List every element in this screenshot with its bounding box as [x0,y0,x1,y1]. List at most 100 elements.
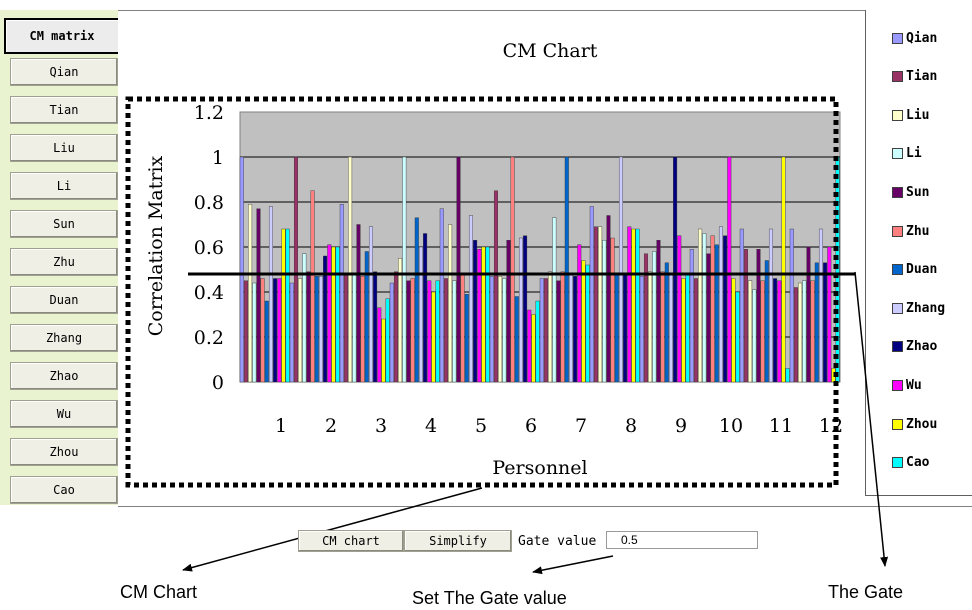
x-tick-label: 7 [575,415,587,437]
legend-label: Zhao [906,338,938,354]
sidebar-item-qian[interactable]: Qian [10,58,118,86]
bar-zhao-1 [273,278,278,383]
bar-cao-7 [585,264,590,383]
bar-qian-11 [739,228,744,383]
legend-label: Liu [906,107,930,123]
bar-duan-9 [664,262,669,383]
legend-item: Zhang [892,300,945,316]
bar-zhu-6 [510,156,515,383]
bar-li-11 [752,289,757,383]
cm-chart-arrow [182,487,483,572]
bar-zhu-3 [360,276,365,383]
gate-value-input[interactable] [606,531,758,549]
bar-tian-3 [343,273,348,383]
simplify-button[interactable]: Simplify [404,530,512,552]
y-tick-label: 0.6 [194,237,224,259]
bar-zhang-2 [318,276,323,383]
y-tick-label: 0.4 [194,282,224,304]
bar-wu-3 [377,307,382,383]
bar-duan-8 [614,273,619,383]
bar-tian-8 [593,226,598,383]
sidebar-item-zhao[interactable]: Zhao [10,362,118,390]
bar-zhu-9 [660,271,665,383]
set-gate-caption: Set The Gate value [412,588,567,608]
bar-cao-5 [485,246,490,383]
legend-label: Zhu [906,223,930,239]
bar-zhou-5 [481,246,486,383]
bar-zhou-11 [781,156,786,383]
bar-zhu-7 [560,271,565,383]
y-tick-label: 0 [212,372,224,394]
bar-liu-10 [698,228,703,383]
bar-qian-2 [289,282,294,383]
legend-item: Cao [892,454,929,470]
legend-label: Cao [906,454,930,470]
legend-label: Wu [906,377,922,393]
bar-wu-7 [577,244,582,383]
cm-chart-button[interactable]: CM chart [298,530,404,552]
x-tick-label: 4 [425,415,437,437]
bar-li-5 [452,280,457,383]
bar-li-3 [352,273,357,383]
bar-duan-3 [364,251,369,383]
bar-wu-6 [527,309,532,383]
bar-sun-12 [806,246,811,383]
sidebar-item-sun[interactable]: Sun [10,210,118,238]
bar-tian-2 [293,156,298,383]
bar-zhang-1 [268,206,273,383]
bar-duan-5 [464,294,469,383]
sidebar-item-wu[interactable]: Wu [10,400,118,428]
legend-swatch [892,302,903,314]
bar-sun-7 [556,280,561,383]
sidebar: CM matrix Qian Tian Liu Li Sun Zhu Duan … [0,10,120,505]
bar-cao-1 [285,228,290,383]
legend-swatch [892,379,903,391]
bar-li-6 [502,278,507,383]
bar-cao-10 [735,291,740,383]
cm-matrix-button[interactable]: CM matrix [4,18,120,54]
bar-duan-2 [314,276,319,383]
sidebar-item-li[interactable]: Li [10,172,118,200]
bar-sun-6 [506,240,511,383]
bar-li-12 [802,280,807,383]
bar-li-10 [702,233,707,383]
bar-zhao-7 [573,276,578,383]
sidebar-item-tian[interactable]: Tian [10,96,118,124]
x-tick-label: 5 [475,415,487,437]
sidebar-item-zhang[interactable]: Zhang [10,324,118,352]
y-tick-label: 0.8 [194,192,224,214]
x-tick-label: 10 [719,415,743,437]
legend-label: Li [906,145,922,161]
bar-qian-8 [589,206,594,383]
bar-qian-1 [239,156,244,383]
bar-zhou-8 [631,228,636,383]
bar-wu-5 [477,249,482,383]
bar-tian-6 [493,190,498,383]
sidebar-item-zhu[interactable]: Zhu [10,248,118,276]
bar-li-9 [652,251,657,383]
bar-zhang-7 [568,273,573,383]
x-tick-label: 3 [375,415,387,437]
bar-zhou-7 [581,260,586,383]
legend-item: Zhou [892,416,937,432]
sidebar-item-zhou[interactable]: Zhou [10,438,118,466]
bar-zhang-12 [818,228,823,383]
bar-tian-10 [693,278,698,383]
bar-cao-6 [535,300,540,383]
bar-duan-6 [514,296,519,383]
bar-zhang-5 [468,215,473,383]
bar-tian-12 [793,287,798,383]
bar-zhang-11 [768,228,773,383]
bar-liu-4 [398,258,403,383]
sidebar-item-cao[interactable]: Cao [10,476,118,504]
bar-cao-3 [385,298,390,383]
bar-li-7 [552,217,557,383]
bar-zhou-6 [531,314,536,383]
bar-liu-7 [548,271,553,383]
gate-arrow [854,271,889,567]
bar-sun-2 [306,271,311,383]
sidebar-item-liu[interactable]: Liu [10,134,118,162]
bar-zhang-4 [418,246,423,383]
sidebar-item-duan[interactable]: Duan [10,286,118,314]
bar-liu-12 [798,282,803,383]
